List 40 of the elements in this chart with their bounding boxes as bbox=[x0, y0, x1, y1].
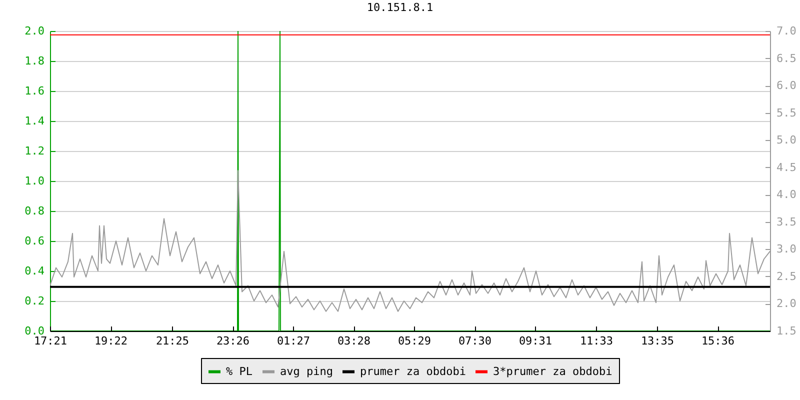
x-tick-label: 13:35 bbox=[640, 334, 674, 348]
legend-label: % PL bbox=[226, 364, 253, 378]
y-tick-label: 1.0 bbox=[24, 174, 44, 188]
y2-tick-label: 3.0 bbox=[776, 242, 796, 256]
y-tick-label: 2.0 bbox=[24, 24, 44, 38]
y2-tick-label: 1.5 bbox=[776, 324, 796, 338]
chart-title: 10.151.8.1 bbox=[366, 1, 434, 14]
legend-label: prumer za obdobi bbox=[360, 364, 466, 378]
x-tick-label: 09:31 bbox=[518, 334, 552, 348]
x-tick-label: 17:21 bbox=[34, 334, 68, 348]
x-tick-label: 03:28 bbox=[337, 334, 371, 348]
x-tick-label: 19:22 bbox=[94, 334, 128, 348]
legend-label: 3*prumer za obdobi bbox=[493, 364, 612, 378]
y-tick-label: 0.6 bbox=[24, 234, 44, 248]
y2-tick-label: 6.0 bbox=[776, 79, 796, 92]
y-tick-label: 0.4 bbox=[24, 264, 45, 278]
x-tick-label: 05:29 bbox=[398, 334, 432, 348]
x-tick-label: 15:36 bbox=[701, 334, 735, 348]
x-tick-label: 11:33 bbox=[580, 334, 614, 348]
y-tick-label: 1.6 bbox=[24, 84, 44, 98]
y2-tick-label: 4.0 bbox=[776, 188, 796, 202]
y2-tick-label: 3.5 bbox=[776, 215, 796, 228]
y2-tick-label: 7.0 bbox=[776, 24, 796, 38]
y-tick-label: 0.2 bbox=[24, 294, 44, 308]
x-tick-label: 23:26 bbox=[216, 334, 250, 348]
y-tick-label: 1.2 bbox=[24, 144, 44, 158]
x-tick-label: 21:25 bbox=[156, 334, 190, 348]
y2-tick-label: 5.0 bbox=[776, 134, 796, 147]
y2-tick-label: 2.5 bbox=[776, 270, 796, 283]
y2-tick-label: 2.0 bbox=[776, 297, 796, 310]
y2-tick-label: 5.5 bbox=[776, 106, 796, 120]
y-tick-label: 1.4 bbox=[24, 114, 45, 128]
y-tick-label: 0.0 bbox=[24, 324, 44, 338]
x-tick-label: 07:30 bbox=[458, 334, 492, 348]
y-tick-label: 0.8 bbox=[24, 204, 44, 218]
legend-label: avg ping bbox=[280, 364, 333, 378]
y-tick-label: 1.8 bbox=[24, 54, 44, 68]
y2-tick-label: 6.5 bbox=[776, 52, 796, 65]
y2-tick-label: 4.5 bbox=[776, 160, 796, 174]
x-tick-label: 01:27 bbox=[276, 334, 310, 348]
